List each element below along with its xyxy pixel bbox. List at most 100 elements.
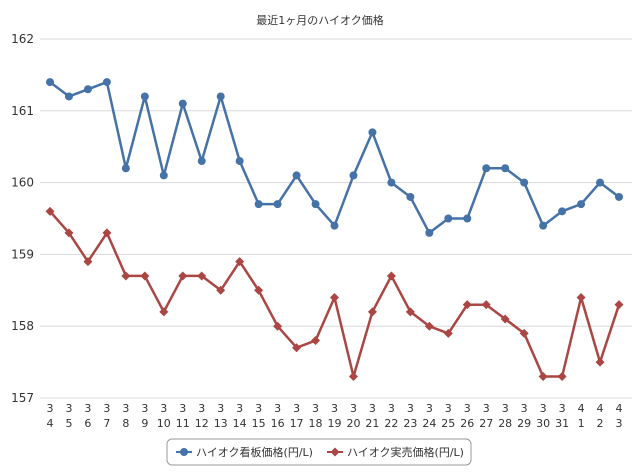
data-point[interactable] xyxy=(45,206,55,216)
x-tick-label-month: 3 xyxy=(179,402,186,415)
x-tick-label-month: 3 xyxy=(141,402,148,415)
data-point[interactable] xyxy=(539,221,548,230)
x-tick-label-day: 28 xyxy=(498,417,512,430)
data-point[interactable] xyxy=(273,200,282,209)
data-point[interactable] xyxy=(64,228,74,238)
data-point[interactable] xyxy=(500,314,510,324)
data-point[interactable] xyxy=(615,192,623,201)
x-tick-label-month: 3 xyxy=(160,402,167,415)
series-1 xyxy=(45,206,624,381)
x-tick-label-month: 3 xyxy=(445,402,452,415)
x-tick-label-day: 26 xyxy=(460,417,474,430)
x-tick-label-month: 3 xyxy=(540,402,547,415)
data-point[interactable] xyxy=(463,214,472,223)
data-point[interactable] xyxy=(83,257,93,267)
data-point[interactable] xyxy=(387,178,396,187)
data-point[interactable] xyxy=(292,343,302,353)
x-tick-label-month: 3 xyxy=(559,402,566,415)
series-layer xyxy=(45,78,624,381)
x-tick-label-month: 3 xyxy=(464,402,471,415)
data-point[interactable] xyxy=(444,214,453,223)
chart-title: 最近1ヶ月のハイオク価格 xyxy=(256,13,384,27)
data-point[interactable] xyxy=(558,207,567,216)
x-tick-label-month: 3 xyxy=(312,402,319,415)
data-point[interactable] xyxy=(368,128,377,137)
x-tick-label-month: 3 xyxy=(103,402,110,415)
data-point[interactable] xyxy=(576,292,586,302)
data-point[interactable] xyxy=(311,200,320,209)
x-tick-label-month: 3 xyxy=(47,402,54,415)
data-point[interactable] xyxy=(462,300,472,310)
data-point[interactable] xyxy=(481,300,491,310)
x-tick-label-day: 13 xyxy=(214,417,228,430)
data-point[interactable] xyxy=(349,171,358,180)
data-point[interactable] xyxy=(367,307,377,317)
data-point[interactable] xyxy=(292,171,301,180)
data-point[interactable] xyxy=(235,157,244,166)
data-point[interactable] xyxy=(443,328,453,338)
data-point[interactable] xyxy=(178,99,187,108)
data-point[interactable] xyxy=(424,321,434,331)
data-point[interactable] xyxy=(216,92,225,101)
data-point[interactable] xyxy=(140,271,150,281)
data-point[interactable] xyxy=(121,271,131,281)
x-tick-label-day: 24 xyxy=(422,417,436,430)
data-point[interactable] xyxy=(197,271,207,281)
data-point[interactable] xyxy=(140,92,149,101)
data-point[interactable] xyxy=(425,228,434,237)
x-tick-label-month: 4 xyxy=(616,402,623,415)
data-point[interactable] xyxy=(178,271,188,281)
x-tick-label-month: 3 xyxy=(65,402,72,415)
data-point[interactable] xyxy=(520,178,529,187)
data-point[interactable] xyxy=(406,192,415,201)
data-point[interactable] xyxy=(216,285,226,295)
data-point[interactable] xyxy=(235,257,245,267)
data-point[interactable] xyxy=(330,221,339,230)
data-point[interactable] xyxy=(519,328,529,338)
x-tick-label-month: 3 xyxy=(502,402,509,415)
y-tick-label: 162 xyxy=(11,32,34,46)
data-point[interactable] xyxy=(311,336,321,346)
data-point[interactable] xyxy=(538,371,548,381)
data-point[interactable] xyxy=(348,371,358,381)
x-tick-label-day: 20 xyxy=(346,417,360,430)
legend-label-series-0: ハイオク看板価格(円/L) xyxy=(196,445,313,459)
y-tick-label: 158 xyxy=(11,319,34,333)
data-point[interactable] xyxy=(197,157,206,166)
x-tick-label-day: 29 xyxy=(517,417,531,430)
data-point[interactable] xyxy=(386,271,396,281)
data-point[interactable] xyxy=(595,357,605,367)
data-point[interactable] xyxy=(614,300,624,310)
legend: ハイオク看板価格(円/L) ハイオク実売価格(円/L) xyxy=(166,438,472,466)
data-point[interactable] xyxy=(159,307,169,317)
data-point[interactable] xyxy=(405,307,415,317)
legend-circle-marker-icon xyxy=(180,448,188,456)
data-point[interactable] xyxy=(254,200,263,209)
data-point[interactable] xyxy=(482,164,491,173)
y-tick-label: 159 xyxy=(11,247,34,261)
data-point[interactable] xyxy=(159,171,168,180)
data-point[interactable] xyxy=(64,92,73,101)
data-point[interactable] xyxy=(596,178,605,187)
x-tick-label-day: 16 xyxy=(271,417,285,430)
data-point[interactable] xyxy=(577,200,586,209)
legend-item-series-1[interactable]: ハイオク実売価格(円/L) xyxy=(327,445,464,459)
x-tick-label-day: 27 xyxy=(479,417,493,430)
data-point[interactable] xyxy=(254,285,264,295)
x-tick-label-day: 21 xyxy=(365,417,379,430)
data-point[interactable] xyxy=(102,78,111,87)
legend-item-series-0[interactable]: ハイオク看板価格(円/L) xyxy=(176,445,313,459)
data-point[interactable] xyxy=(83,85,92,94)
data-point[interactable] xyxy=(121,164,130,173)
x-tick-label-month: 3 xyxy=(84,402,91,415)
y-axis-ticks: 157 158 159 160 161 162 xyxy=(11,32,34,405)
x-tick-label-month: 3 xyxy=(426,402,433,415)
data-point[interactable] xyxy=(46,78,54,87)
x-tick-label-day: 10 xyxy=(157,417,171,430)
data-point[interactable] xyxy=(557,371,567,381)
data-point[interactable] xyxy=(501,164,510,173)
data-point[interactable] xyxy=(102,228,112,238)
x-tick-label-day: 7 xyxy=(103,417,110,430)
data-point[interactable] xyxy=(273,321,283,331)
data-point[interactable] xyxy=(330,292,339,302)
